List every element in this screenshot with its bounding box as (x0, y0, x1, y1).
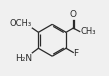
Text: CH₃: CH₃ (80, 27, 95, 36)
Text: H₂N: H₂N (15, 54, 32, 63)
Text: O: O (70, 10, 77, 19)
Text: OCH₃: OCH₃ (10, 19, 32, 28)
Text: F: F (74, 49, 79, 58)
